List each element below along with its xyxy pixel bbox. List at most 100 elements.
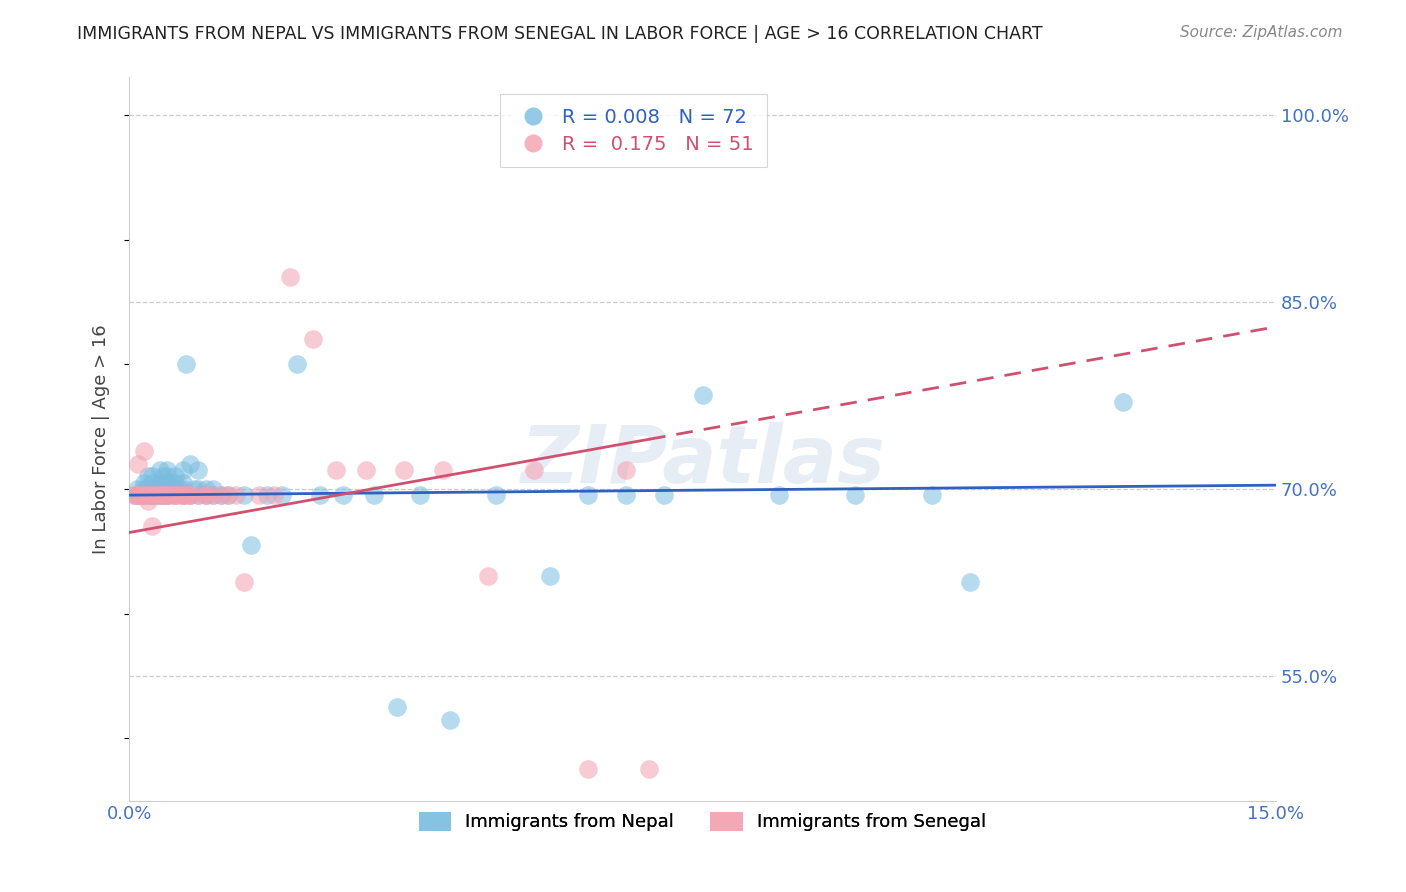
Point — [176, 488, 198, 502]
Point — [124, 488, 146, 502]
Point — [125, 488, 148, 502]
Text: Source: ZipAtlas.com: Source: ZipAtlas.com — [1180, 25, 1343, 40]
Point — [576, 488, 599, 502]
Point — [172, 463, 194, 477]
Point — [1112, 394, 1135, 409]
Point — [202, 488, 225, 502]
Point — [194, 488, 217, 502]
Text: ZIPatlas: ZIPatlas — [520, 422, 884, 500]
Point — [127, 488, 149, 502]
Point — [959, 575, 981, 590]
Point — [125, 488, 148, 502]
Point — [432, 463, 454, 477]
Point — [134, 488, 156, 502]
Point — [187, 482, 209, 496]
Point — [256, 488, 278, 502]
Point — [134, 488, 156, 502]
Point — [614, 463, 637, 477]
Legend: Immigrants from Nepal, Immigrants from Senegal: Immigrants from Nepal, Immigrants from S… — [412, 805, 994, 838]
Point — [394, 463, 416, 477]
Point — [145, 488, 167, 502]
Point — [167, 488, 190, 502]
Point — [172, 482, 194, 496]
Point — [149, 482, 172, 496]
Point — [134, 444, 156, 458]
Point — [921, 488, 943, 502]
Point — [149, 475, 172, 490]
Point — [136, 494, 159, 508]
Point — [163, 488, 186, 502]
Point — [538, 569, 561, 583]
Point — [156, 463, 179, 477]
Point — [136, 469, 159, 483]
Point — [194, 482, 217, 496]
Point — [141, 482, 163, 496]
Point — [141, 488, 163, 502]
Point — [129, 488, 152, 502]
Point — [152, 488, 174, 502]
Point — [149, 488, 172, 502]
Point — [692, 388, 714, 402]
Point — [179, 488, 201, 502]
Point — [194, 488, 217, 502]
Point — [240, 538, 263, 552]
Point — [652, 488, 675, 502]
Y-axis label: In Labor Force | Age > 16: In Labor Force | Age > 16 — [93, 324, 110, 554]
Point — [271, 488, 294, 502]
Point — [163, 482, 186, 496]
Point — [172, 488, 194, 502]
Point — [141, 469, 163, 483]
Point — [156, 488, 179, 502]
Point — [439, 713, 461, 727]
Point — [134, 488, 156, 502]
Point — [156, 488, 179, 502]
Point — [176, 357, 198, 371]
Point — [202, 482, 225, 496]
Point — [141, 475, 163, 490]
Point — [209, 488, 232, 502]
Point — [309, 488, 332, 502]
Point — [247, 488, 270, 502]
Point — [194, 488, 217, 502]
Point — [172, 488, 194, 502]
Point — [145, 488, 167, 502]
Point — [172, 488, 194, 502]
Point — [614, 488, 637, 502]
Point — [408, 488, 430, 502]
Point — [149, 488, 172, 502]
Point — [179, 488, 201, 502]
Point — [363, 488, 385, 502]
Point — [156, 488, 179, 502]
Point — [132, 482, 155, 496]
Point — [141, 488, 163, 502]
Point — [576, 763, 599, 777]
Text: IMMIGRANTS FROM NEPAL VS IMMIGRANTS FROM SENEGAL IN LABOR FORCE | AGE > 16 CORRE: IMMIGRANTS FROM NEPAL VS IMMIGRANTS FROM… — [77, 25, 1043, 43]
Point — [354, 463, 377, 477]
Point — [125, 482, 148, 496]
Point — [638, 763, 661, 777]
Point — [523, 463, 546, 477]
Point — [129, 488, 152, 502]
Point — [156, 488, 179, 502]
Point — [167, 482, 190, 496]
Point — [844, 488, 866, 502]
Point — [141, 488, 163, 502]
Point — [183, 482, 205, 496]
Point — [156, 469, 179, 483]
Point — [187, 463, 209, 477]
Point — [160, 475, 183, 490]
Point — [232, 488, 254, 502]
Point — [141, 519, 163, 533]
Point — [127, 457, 149, 471]
Point — [134, 475, 156, 490]
Point — [160, 488, 183, 502]
Point — [136, 488, 159, 502]
Point — [152, 469, 174, 483]
Point — [477, 569, 499, 583]
Point — [135, 482, 157, 496]
Point — [225, 488, 247, 502]
Point — [768, 488, 790, 502]
Point — [263, 488, 285, 502]
Point — [136, 488, 159, 502]
Point — [149, 488, 172, 502]
